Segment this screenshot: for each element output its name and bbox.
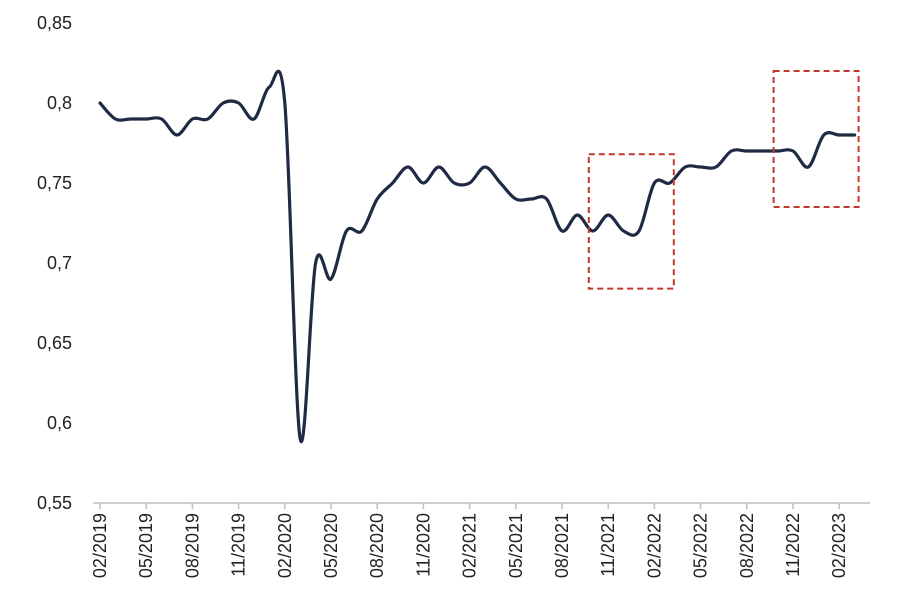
annotation-dashed-box bbox=[772, 70, 860, 208]
y-tick-label: 0,85 bbox=[37, 13, 72, 33]
x-tick-label: 02/2021 bbox=[460, 513, 480, 578]
x-tick-label: 05/2020 bbox=[321, 513, 341, 578]
x-tick-label: 02/2020 bbox=[275, 513, 295, 578]
x-tick-label: 11/2021 bbox=[598, 513, 618, 577]
x-tick-label: 05/2021 bbox=[506, 513, 526, 578]
x-tick-label: 02/2022 bbox=[644, 513, 664, 578]
x-tick-label: 05/2019 bbox=[136, 513, 156, 578]
y-tick-label: 0,55 bbox=[37, 493, 72, 513]
x-tick-label: 08/2022 bbox=[737, 513, 757, 578]
x-tick-label: 11/2022 bbox=[783, 513, 803, 577]
y-axis-tick-labels: 0,55 0,6 0,65 0,7 0,75 0,8 0,85 bbox=[37, 13, 72, 513]
series-line bbox=[98, 69, 857, 444]
y-tick-label: 0,6 bbox=[47, 413, 72, 433]
y-tick-label: 0,75 bbox=[37, 173, 72, 193]
x-tick-label: 11/2019 bbox=[229, 513, 249, 577]
x-tick-label: 08/2019 bbox=[182, 513, 202, 578]
x-tick-label: 11/2020 bbox=[413, 513, 433, 577]
x-tick-label: 05/2022 bbox=[691, 513, 711, 578]
annotation-boxes bbox=[587, 70, 860, 290]
y-tick-label: 0,8 bbox=[47, 93, 72, 113]
x-tick-label: 02/2023 bbox=[829, 513, 849, 578]
x-tick-label: 08/2020 bbox=[367, 513, 387, 578]
x-axis-ticks: 02/2019 05/2019 08/2019 11/2019 02/2020 05/20… bbox=[90, 503, 849, 578]
x-tick-label: 02/2019 bbox=[90, 513, 110, 578]
x-tick-label: 08/2021 bbox=[552, 513, 572, 578]
annotation-dashed-box bbox=[587, 153, 675, 290]
y-tick-label: 0,7 bbox=[47, 253, 72, 273]
y-tick-label: 0,65 bbox=[37, 333, 72, 353]
